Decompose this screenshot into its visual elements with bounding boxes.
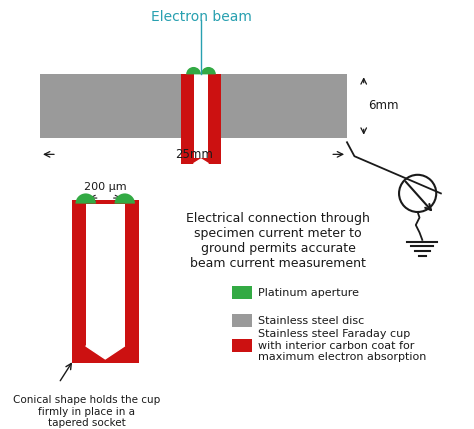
Text: 200 μm: 200 μm: [84, 182, 127, 192]
Bar: [72, 200, 139, 363]
Bar: [40, 74, 347, 138]
Wedge shape: [186, 67, 201, 74]
Bar: [182, 158, 220, 163]
Polygon shape: [86, 346, 125, 359]
Bar: [193, 74, 209, 138]
Bar: [232, 339, 252, 352]
Bar: [193, 138, 209, 163]
Wedge shape: [115, 193, 135, 204]
Bar: [209, 138, 220, 163]
Text: 25mm: 25mm: [174, 148, 212, 161]
Text: Electron beam: Electron beam: [151, 10, 251, 24]
Text: Electrical connection through
specimen current meter to
ground permits accurate
: Electrical connection through specimen c…: [186, 212, 370, 270]
Text: Platinum aperture: Platinum aperture: [258, 288, 359, 298]
Text: Stainless steel Faraday cup
with interior carbon coat for
maximum electron absor: Stainless steel Faraday cup with interio…: [258, 329, 426, 363]
Text: 6mm: 6mm: [368, 100, 399, 112]
Bar: [182, 74, 193, 138]
Text: Stainless steel disc: Stainless steel disc: [258, 316, 364, 326]
Bar: [232, 314, 252, 327]
Polygon shape: [193, 159, 209, 163]
Bar: [209, 74, 220, 138]
Bar: [182, 138, 193, 163]
Text: Conical shape holds the cup
firmly in place in a
tapered socket: Conical shape holds the cup firmly in pl…: [13, 395, 160, 429]
Bar: [232, 287, 252, 299]
Wedge shape: [201, 67, 216, 74]
Wedge shape: [75, 193, 96, 204]
Bar: [86, 204, 125, 346]
